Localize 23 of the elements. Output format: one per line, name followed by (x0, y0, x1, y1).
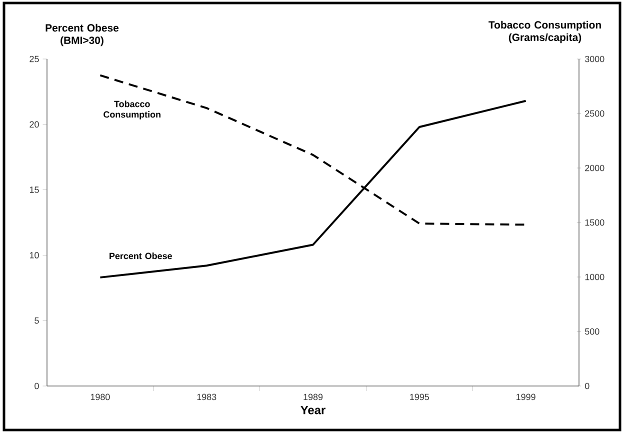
y-tick-label: 20 (30, 121, 39, 128)
y-tick-label: 25 (30, 56, 39, 62)
y2-tick-label: 1000 (585, 274, 604, 280)
x-tick-label: 1999 (516, 394, 536, 400)
y-tick-label: 15 (30, 186, 39, 193)
y2-tick-label: 500 (585, 328, 600, 335)
y-tick-label: 10 (30, 252, 39, 258)
y2-tick-label: 3000 (584, 56, 604, 62)
y2-axis-title: Tobacco Consumption (Grams/capita) (488, 20, 601, 44)
x-tick-label: 1989 (304, 394, 323, 400)
y2-tick-label: 0 (584, 382, 590, 390)
y2-tick-label: 2000 (585, 164, 604, 172)
x-axis-title: Year (300, 406, 326, 414)
y2-tick-label: 2500 (585, 110, 604, 117)
y-tick-label: 5 (34, 317, 39, 324)
series-label: Percent Obese (110, 252, 172, 260)
x-tick-label: 1980 (90, 394, 110, 400)
x-tick-label: 1983 (197, 394, 216, 400)
series-label: Tobacco Consumption (104, 100, 160, 120)
y2-tick-label: 1500 (585, 219, 604, 226)
y-axis-title: Percent Obese (BMI>30) (46, 24, 119, 46)
x-tick-label: 1995 (410, 394, 429, 400)
y-tick-label: 0 (34, 382, 39, 390)
